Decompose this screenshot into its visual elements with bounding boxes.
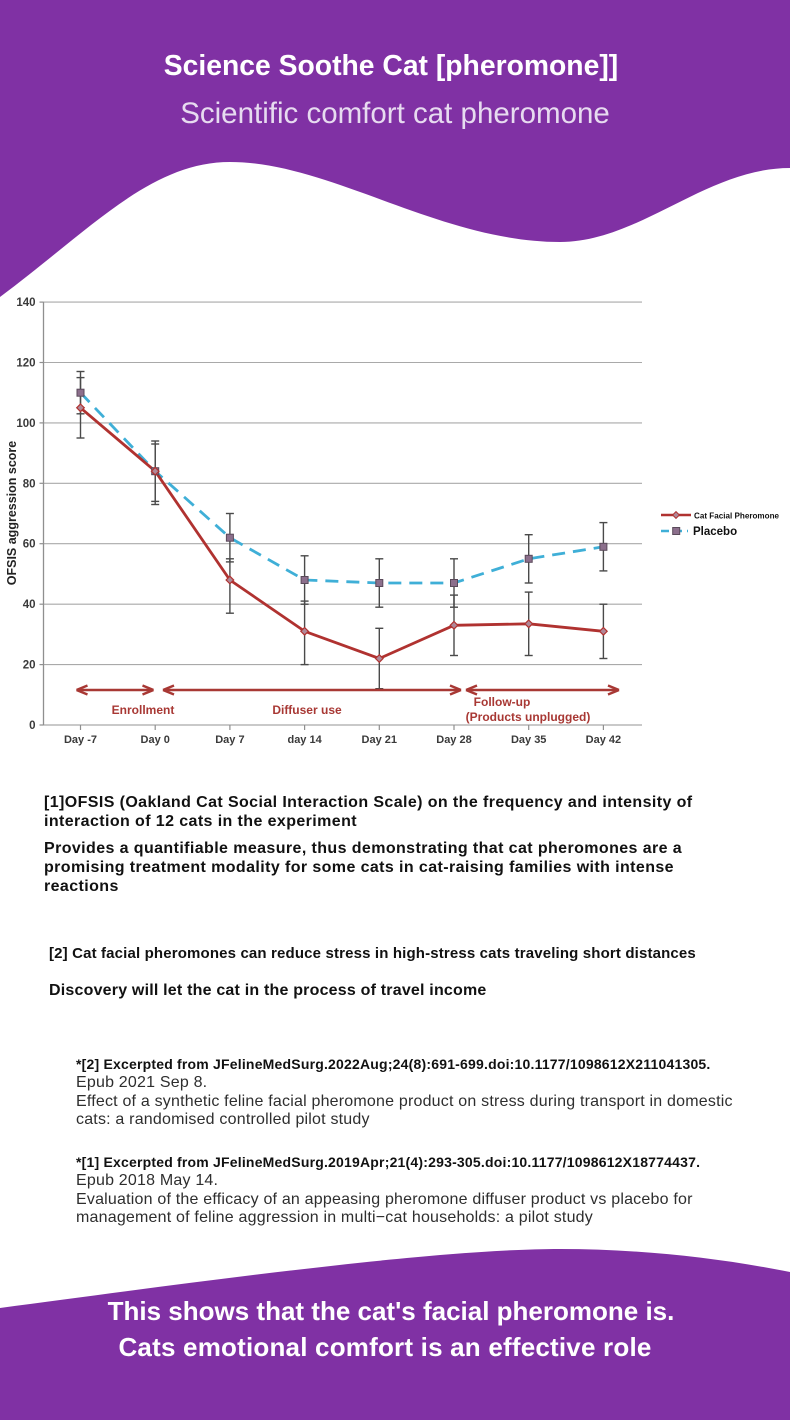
svg-text:140: 140 [16,297,35,309]
svg-text:100: 100 [16,418,35,430]
svg-text:Day 7: Day 7 [215,734,244,746]
svg-text:Day 42: Day 42 [586,734,621,746]
svg-text:120: 120 [16,358,35,370]
svg-text:Enrollment: Enrollment [112,703,175,717]
svg-text:(Products unplugged): (Products unplugged) [466,710,591,724]
svg-text:Day 35: Day 35 [511,734,546,746]
svg-text:Day 28: Day 28 [436,734,471,746]
svg-text:Day -7: Day -7 [64,734,97,746]
svg-text:Placebo: Placebo [693,526,737,538]
svg-text:40: 40 [23,599,36,611]
svg-text:day 14: day 14 [287,734,322,746]
svg-text:0: 0 [29,720,35,732]
svg-text:Cat Facial Pheromone: Cat Facial Pheromone [694,512,780,521]
svg-text:20: 20 [23,660,36,672]
svg-text:OFSIS aggression score: OFSIS aggression score [5,441,19,586]
svg-text:Day 21: Day 21 [362,734,397,746]
svg-text:Diffuser use: Diffuser use [272,703,342,717]
svg-text:60: 60 [23,539,36,551]
svg-text:80: 80 [23,478,36,490]
svg-text:Follow-up: Follow-up [474,695,531,709]
svg-text:Day 0: Day 0 [141,734,170,746]
